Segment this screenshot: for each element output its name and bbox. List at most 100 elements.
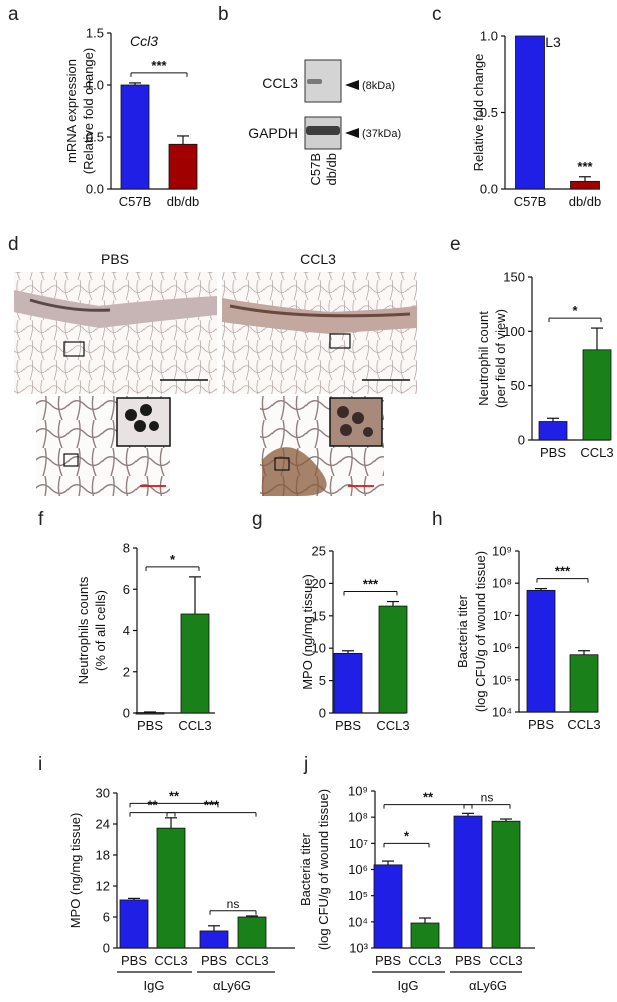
- significance-i-0: **: [147, 798, 158, 813]
- group-label-j-0: IgG: [398, 978, 419, 993]
- y-tick-label-h: 10⁴: [492, 705, 512, 720]
- y-axis-label-j: Bacteria titer: [298, 832, 313, 906]
- y-tick-label-h: 10⁹: [492, 544, 512, 559]
- chart-title-a: Ccl3: [130, 33, 158, 49]
- panel-label-f: f: [38, 509, 44, 530]
- bar-charts: 0.0 0.5 1.0 1.5 mRNA expression (Relative fol…: [64, 26, 614, 994]
- y-axis-label-h: (log CFU/g of wound tissue): [473, 551, 488, 712]
- y-tick-label-j: 10⁸: [348, 810, 368, 825]
- y-tick-label-i: 24: [96, 817, 110, 832]
- bar-e-0: [538, 421, 568, 441]
- y-tick-label-g: 10: [312, 641, 326, 656]
- chart-e: 0 50 100 150 Neutrophil count (per field of v…: [476, 270, 614, 461]
- y-tick-label-a: 0.0: [86, 182, 104, 197]
- bar-j-3: [491, 820, 521, 949]
- significance-i-2: ***: [204, 798, 220, 813]
- y-tick-label-j: 10³: [349, 941, 368, 956]
- blot-ccl3-band: [307, 79, 322, 84]
- chart-j: 10³ 10⁴ 10⁵ 10⁶ 10⁷ 10⁸ 10⁹ Bacteria titer (log …: [298, 784, 535, 993]
- y-tick-label-e: 0: [518, 433, 525, 448]
- category-label-e-1: CCL3: [580, 445, 613, 460]
- bar-g-1: [378, 605, 408, 714]
- category-label-i-3: CCL3: [235, 953, 268, 968]
- y-tick-label-c: 0.5: [480, 105, 498, 120]
- significance-h-0: ***: [555, 564, 571, 579]
- bar-f-1: [180, 613, 210, 714]
- y-tick-label-e: 50: [511, 378, 525, 393]
- blot-size-ccl3: (8kDa): [362, 80, 395, 92]
- histology-pbs-roi: [63, 341, 85, 357]
- y-tick-label-g: 20: [312, 576, 326, 591]
- panel-label-b: b: [218, 4, 229, 25]
- category-label-f-1: CCL3: [178, 718, 211, 733]
- panel-label-a: a: [8, 4, 19, 25]
- arrow-ccl3-icon: [345, 80, 359, 90]
- histology-ccl3-roi: [329, 333, 351, 349]
- bar-j-1: [410, 922, 440, 949]
- y-axis-label-g: MPO (ng/mg tissue): [300, 574, 315, 690]
- y-tick-label-i: 6: [103, 910, 110, 925]
- y-tick-label-i: 12: [96, 879, 110, 894]
- category-label-f-0: PBS: [137, 718, 163, 733]
- blot-gapdh-band: [306, 126, 340, 135]
- histology-pbs-zoom-roi: [63, 453, 79, 467]
- chart-a: 0.0 0.5 1.0 1.5 mRNA expression (Relative fol…: [64, 26, 199, 210]
- significance-a-0: ***: [151, 58, 167, 73]
- significance-g-0: ***: [363, 577, 379, 592]
- y-tick-label-j: 10⁴: [348, 914, 368, 929]
- y-axis-label-j: (log CFU/g of wound tissue): [316, 789, 331, 950]
- y-tick-label-g: 5: [319, 673, 326, 688]
- histology-label-pbs: PBS: [101, 251, 129, 267]
- histology-images: PBS CCL3: [14, 251, 417, 496]
- bar-c-1: [570, 180, 600, 190]
- y-axis-label-i: MPO (ng/mg tissue): [68, 813, 83, 929]
- chart-h: 10⁴ 10⁵ 10⁶ 10⁷ 10⁸ 10⁹ Bacteria titer (log CFU…: [455, 544, 601, 733]
- bar-i-0: [119, 899, 149, 949]
- category-label-c-0: C57B: [514, 194, 547, 209]
- bar-f-0: [135, 712, 165, 715]
- panel-label-j: j: [303, 754, 308, 775]
- y-tick-label-i: 18: [96, 848, 110, 863]
- histology-label-ccl3: CCL3: [300, 251, 336, 267]
- blot-label-ccl3: CCL3: [262, 75, 298, 91]
- y-tick-label-j: 10⁶: [348, 862, 368, 877]
- y-tick-label-f: 0: [123, 706, 130, 721]
- y-tick-label-j: 10⁹: [348, 784, 368, 799]
- y-tick-label-e: 150: [503, 270, 525, 285]
- significance-e-0: *: [572, 303, 578, 318]
- bar-a-1: [168, 143, 198, 190]
- chart-i: 0 6 12 18 24 30 MPO (ng/mg tissue) PBS CCL3 PBS CC…: [68, 786, 295, 993]
- category-label-g-1: CCL3: [376, 718, 409, 733]
- bar-c-0: [515, 35, 545, 190]
- y-tick-label-f: 6: [123, 582, 130, 597]
- category-label-i-0: PBS: [121, 953, 147, 968]
- y-axis-label-e: (per field of view): [493, 309, 508, 408]
- panel-label-g: g: [252, 509, 263, 530]
- significance-f-0: *: [170, 552, 176, 567]
- significance-i-1: **: [169, 788, 180, 803]
- arrow-gapdh-icon: [345, 128, 359, 138]
- significance-j-0: *: [404, 828, 410, 843]
- y-axis-label-c: Relative fold change: [471, 54, 486, 172]
- y-tick-label-f: 8: [123, 541, 130, 556]
- histology-pbs-tissue-band: [14, 290, 217, 328]
- bar-h-1: [569, 654, 599, 713]
- y-tick-label-a: 1.5: [86, 26, 104, 41]
- chart-f: 0 2 4 6 8 Neutrophils counts (% of all cells) P…: [76, 541, 215, 733]
- y-tick-label-h: 10⁵: [492, 672, 512, 687]
- blot-size-gapdh: (37kDa): [362, 128, 401, 140]
- y-tick-label-g: 0: [319, 706, 326, 721]
- category-label-j-0: PBS: [375, 953, 401, 968]
- bar-j-2: [453, 815, 483, 949]
- category-label-h-0: PBS: [528, 717, 554, 732]
- y-tick-label-g: 25: [312, 544, 326, 559]
- panel-label-d: d: [8, 234, 19, 255]
- y-axis-label-h: Bacteria titer: [455, 594, 470, 668]
- bar-i-1: [156, 827, 186, 949]
- category-label-i-1: CCL3: [154, 953, 187, 968]
- significance-c-0: ***: [577, 159, 593, 174]
- group-label-j-1: αLy6G: [469, 978, 507, 993]
- y-tick-label-f: 4: [123, 623, 130, 638]
